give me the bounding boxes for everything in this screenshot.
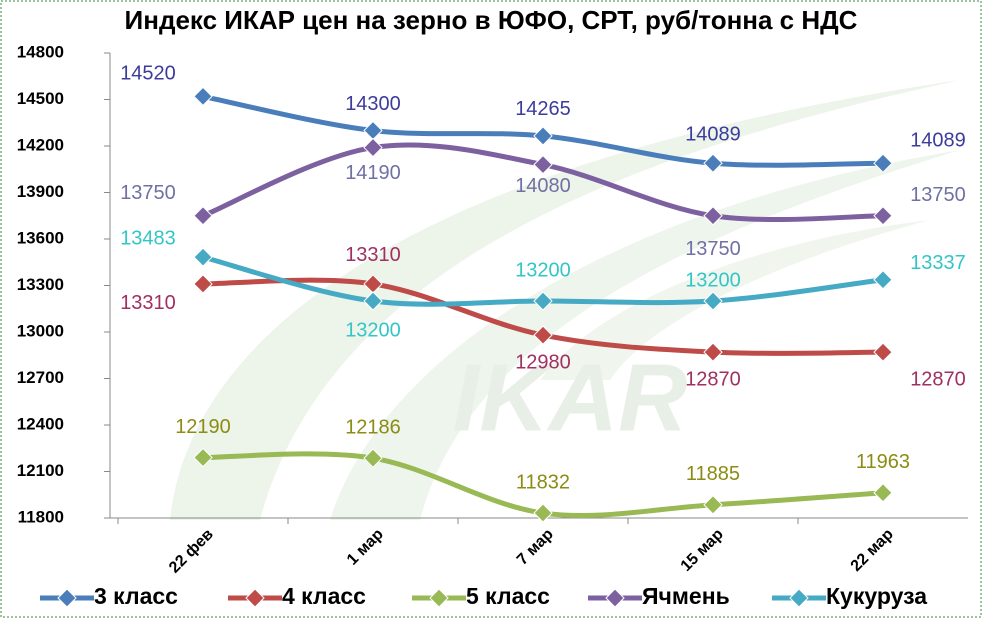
point-marker (873, 153, 893, 173)
legend-marker (245, 588, 265, 608)
y-tick-label: 12400 (17, 414, 64, 433)
point-marker (873, 206, 893, 226)
y-tick-label: 13600 (17, 228, 64, 247)
legend-marker (789, 588, 809, 608)
y-tick-label: 14500 (17, 89, 64, 108)
data-label: 13310 (120, 292, 176, 314)
legend-marker (57, 588, 77, 608)
point-marker (703, 291, 723, 311)
data-label: 11963 (856, 451, 910, 473)
point-marker (193, 86, 213, 107)
y-tick-label: 13300 (17, 275, 64, 294)
legend-label: Кукуруза (826, 583, 927, 609)
point-marker (533, 154, 553, 175)
legend-label: 3 класс (94, 583, 178, 609)
data-label: 14265 (515, 98, 571, 120)
y-tick-label: 12100 (17, 461, 64, 480)
point-marker (873, 483, 893, 503)
point-marker (193, 247, 213, 267)
data-label: 11885 (686, 463, 740, 485)
point-marker (703, 206, 723, 226)
y-tick-label: 11800 (18, 507, 64, 526)
data-label: 13310 (345, 244, 401, 266)
point-marker (533, 325, 553, 345)
point-marker (363, 448, 383, 468)
legend-marker (429, 588, 449, 608)
data-label: 13750 (910, 184, 966, 206)
data-label: 13200 (515, 259, 571, 281)
point-marker (363, 137, 383, 158)
y-tick-label: 13000 (17, 321, 64, 340)
point-marker (193, 206, 213, 226)
data-label: 12870 (685, 368, 741, 390)
y-tick-label: 12700 (17, 368, 64, 387)
data-label: 13750 (120, 182, 176, 204)
point-marker (873, 342, 893, 362)
chart-title: Индекс ИКАР цен на зерно в ЮФО, СРТ, руб… (125, 5, 858, 35)
data-label: 14520 (120, 63, 176, 85)
point-marker (533, 503, 553, 523)
point-marker (873, 270, 893, 290)
data-label: 13337 (910, 252, 966, 274)
watermark-text: IKAR (453, 344, 688, 451)
data-label: 11832 (516, 471, 570, 493)
legend-marker (605, 588, 625, 608)
data-label: 12190 (175, 416, 231, 438)
y-tick-label: 14200 (17, 135, 64, 154)
y-tick-label: 14800 (17, 42, 64, 61)
data-label: 12870 (910, 368, 966, 390)
point-marker (363, 291, 383, 311)
data-label: 14089 (910, 129, 966, 151)
legend-label: Ячмень (642, 583, 730, 609)
point-marker (703, 153, 723, 173)
point-marker (703, 495, 723, 515)
data-label: 12186 (345, 416, 401, 438)
point-marker (533, 126, 553, 146)
legend-label: 5 класс (466, 583, 550, 609)
legend-label: 4 класс (282, 583, 366, 609)
data-label: 14190 (345, 162, 401, 184)
watermark-logo (170, 80, 960, 520)
data-label: 14089 (685, 123, 741, 145)
point-marker (193, 447, 213, 468)
point-marker (703, 342, 723, 362)
point-marker (193, 274, 213, 294)
data-label: 14300 (345, 93, 401, 115)
data-label: 12980 (515, 351, 571, 373)
data-label: 13750 (685, 238, 741, 260)
point-marker (533, 291, 553, 311)
data-label: 13200 (685, 269, 741, 291)
data-label: 14080 (515, 175, 571, 197)
data-label: 13483 (120, 227, 176, 249)
y-tick-label: 13900 (17, 182, 64, 201)
data-label: 13200 (345, 319, 401, 341)
